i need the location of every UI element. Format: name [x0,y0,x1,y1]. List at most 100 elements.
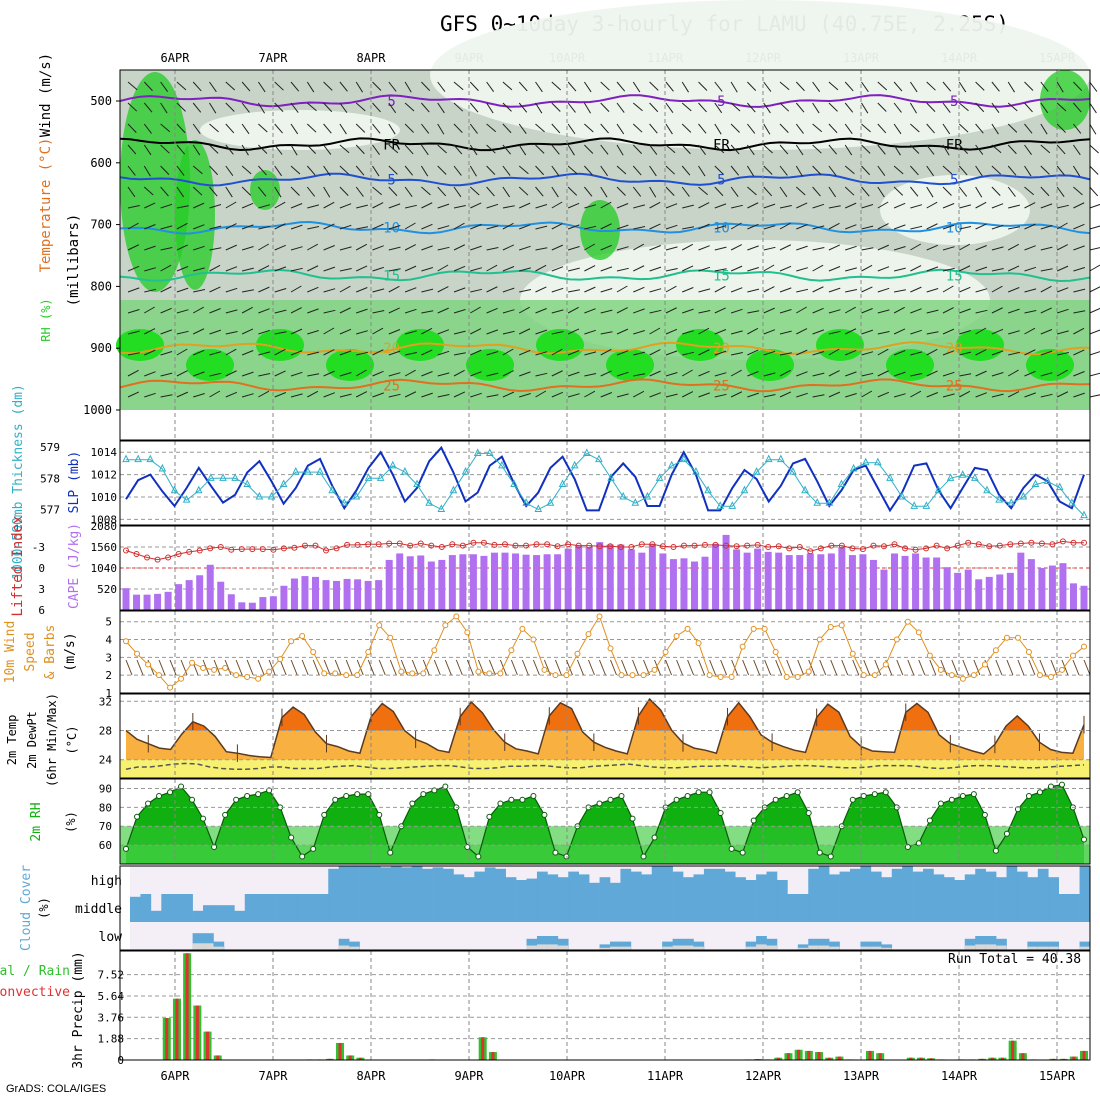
wind-barb [372,186,383,196]
wind-barb [470,371,482,377]
wind-speed-point [464,629,471,636]
wind-barb [991,372,1004,377]
wind-barb [665,246,678,251]
wind-barb [518,81,528,92]
wind-barb [143,123,152,134]
precip-bar-convective [1011,1040,1015,1060]
wind-barb [616,144,624,156]
wind-barb [893,267,906,272]
wind-barb [1007,144,1017,155]
wind-barb [616,165,627,175]
isotherm-label: FR [383,137,400,153]
wind-barb [274,309,287,314]
wind-barb [144,288,157,293]
thickness-point [874,457,882,466]
wind-barb [616,285,628,293]
surface-wind-barb [1039,659,1047,676]
wind-barb [1089,102,1097,114]
wind-barb [1089,123,1097,135]
ylabel-precip: 3hr Precip (mm) [71,951,86,1068]
cloud-cell-middle [359,894,371,922]
wind-barb [861,351,874,356]
surface-wind-barb [808,659,816,676]
wind-barb [502,309,515,314]
cloud-cell-high [808,868,819,894]
wind-barb [1024,81,1034,91]
wind-barb [910,286,922,293]
wind-barb [127,244,140,251]
cape-bar [1038,568,1046,610]
cape-bar [333,580,341,610]
wind-speed-point [288,638,295,645]
wind-barb [323,370,335,377]
wind-barb [160,165,170,175]
wind-barb [323,102,333,113]
wind-speed-point [728,673,735,680]
lifted-index-point [912,546,919,553]
wind-barb [633,243,645,251]
ylabel-temp-1: 2m DewPt [25,711,39,769]
surface-wind-barb [213,659,221,676]
precip-frame [119,950,1091,1061]
wind-barb [714,307,726,314]
surface-wind-barb [1050,659,1058,676]
cloud-low-gray [203,943,214,950]
wind-barb [1024,370,1036,377]
wind-barb [176,102,186,112]
wind-speed-point [409,670,416,677]
wind-barb [828,205,841,209]
wind-barb [1089,372,1100,377]
wind-barb [388,144,399,154]
wind-barb [127,369,139,377]
rh-moist-cell [746,349,794,381]
wind-barb [192,144,201,156]
cloud-cell-middle [307,894,319,922]
wind-barb [682,287,694,293]
rh-moist-cell [186,349,234,381]
cloud-low-gray [1079,946,1090,950]
wind-barb [274,201,286,209]
wind-barb [844,81,854,92]
rh-moist-cell [326,349,374,381]
precip-bar-convective [206,1031,210,1060]
wind-barb [600,370,612,377]
cloud-cell-middle [317,894,329,922]
wind-barb [796,224,808,230]
wind-barb [730,352,743,356]
wind-barb [241,371,254,377]
wind-barb [665,144,676,154]
cape-bar [490,552,498,610]
thickness-point [558,479,567,488]
wind-barb [845,245,857,251]
lifted-index-point [301,542,308,549]
wind-barb [127,391,140,398]
lifted-index-point [512,542,519,549]
lifted-index-point [1070,539,1077,546]
wind-speed-point [486,670,493,677]
cloud-cell-high [1027,877,1039,894]
wind-barb [616,246,629,251]
wind-barb [698,165,706,177]
wind-barb [241,144,249,156]
wind-barb [160,144,170,154]
lifted-index-point [838,542,845,549]
wind-speed-point [959,675,966,682]
surface-wind-barb [488,659,496,676]
rh-point [167,789,174,796]
lifted-index-point [659,543,666,550]
wind-barb [959,204,972,209]
wind-barb [404,81,412,93]
thickness-point [1031,479,1040,488]
wind-barb [600,201,612,209]
cloud-cell-high [557,877,569,894]
wind-barb [1073,245,1085,251]
wind-barb [372,327,384,335]
cloud-cell-low [1079,941,1091,950]
cape-bar [596,542,604,610]
wind-barb [665,123,673,135]
cloud-cell-middle [234,910,246,922]
wind-tick: 3 [105,651,112,664]
cape-bar [1006,572,1014,610]
li-tick: -3 [32,541,45,554]
wind-barb [160,186,169,197]
